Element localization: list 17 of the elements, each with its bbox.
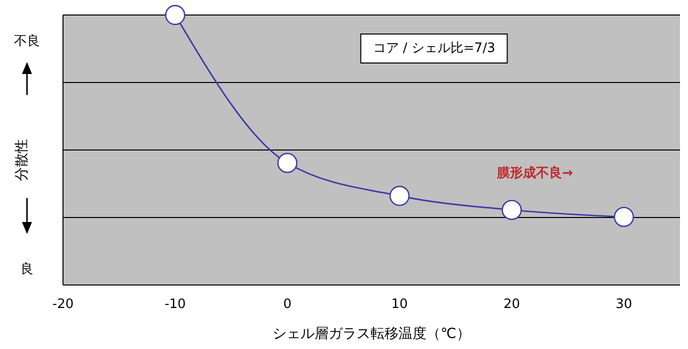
point [165,4,186,26]
point [614,206,634,228]
x-axis-title: シェル層ガラス転移温度（℃） [272,326,470,342]
text: 良 [20,262,34,277]
text: 不良 [14,34,40,49]
x-tick-label: 10 [391,297,408,312]
x-tick-label: 30 [616,297,632,312]
point [277,152,298,174]
x-tick-label: 0 [283,297,292,312]
x-tick-label: -10 [164,297,186,312]
point [502,200,522,220]
y-axis-title: 分散性 [14,139,30,181]
x-tick-label: 20 [503,297,520,312]
point [389,186,410,206]
annotation: 膜形成不良→ [496,165,574,181]
annotation: コア / シェル比=7/3 [372,41,496,56]
x-tick-label: -20 [52,297,74,312]
